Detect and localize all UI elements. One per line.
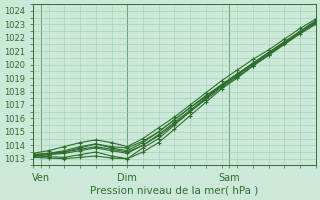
X-axis label: Pression niveau de la mer( hPa ): Pression niveau de la mer( hPa ) <box>90 186 259 196</box>
